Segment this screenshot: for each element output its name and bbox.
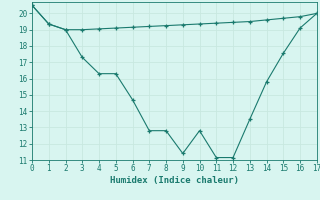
- X-axis label: Humidex (Indice chaleur): Humidex (Indice chaleur): [110, 176, 239, 185]
